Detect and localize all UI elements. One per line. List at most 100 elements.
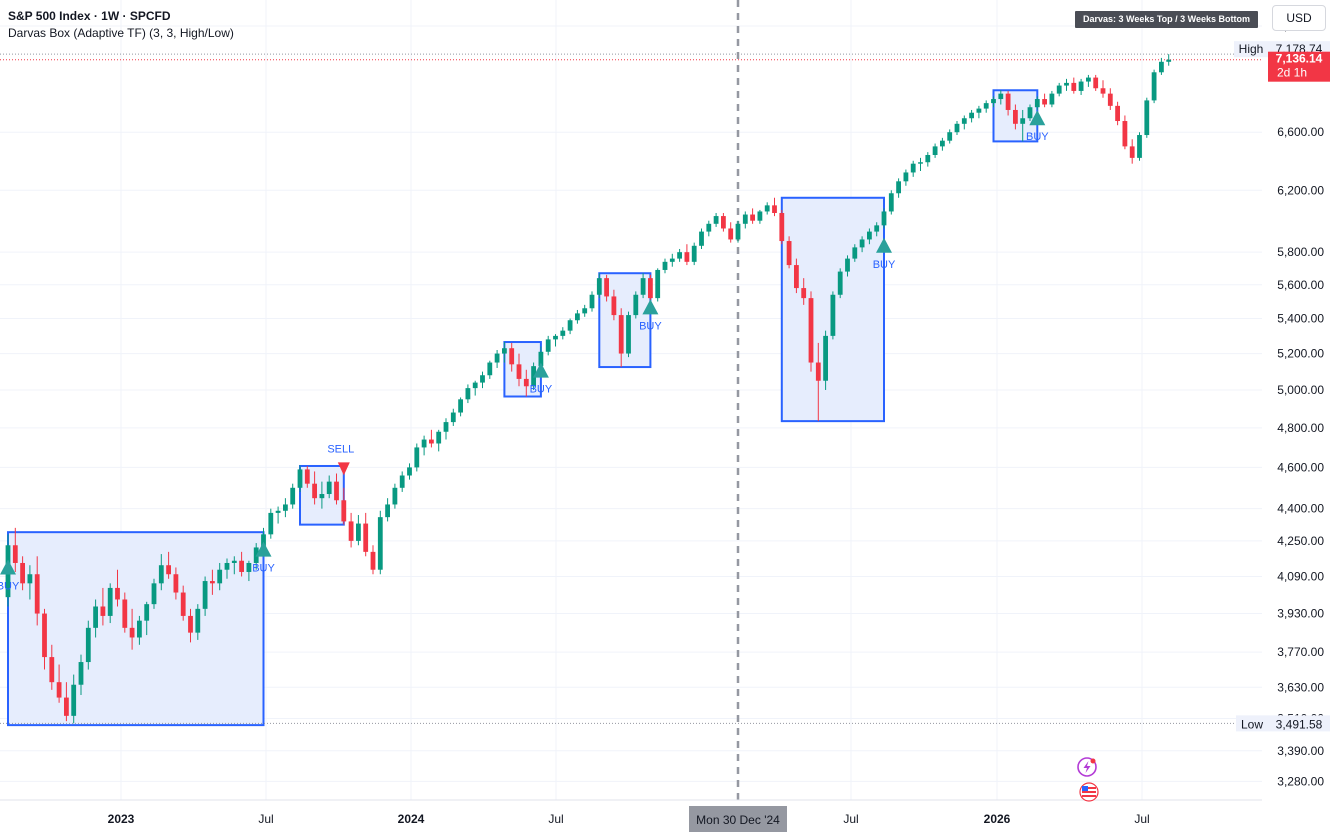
candle-body	[852, 247, 858, 259]
candle-body	[794, 265, 799, 289]
candle-body	[823, 335, 828, 381]
sell-marker	[337, 462, 350, 476]
candle-body	[341, 500, 347, 522]
candle-body	[575, 313, 580, 321]
price-tick-label: 4,600.00	[1277, 460, 1324, 474]
candle-body	[596, 278, 602, 295]
price-tick-label: 6,600.00	[1277, 125, 1324, 139]
bar-countdown: 2d 1h	[1277, 66, 1307, 80]
candle-body	[874, 225, 880, 232]
price-tick-label: 4,090.00	[1277, 570, 1324, 584]
candle-body	[261, 534, 266, 548]
crosshair-date: Mon 30 Dec '24	[696, 813, 780, 827]
price-tick-label: 3,390.00	[1277, 744, 1324, 758]
candle-body	[290, 487, 296, 505]
candle-body	[545, 339, 551, 352]
candle-body	[436, 431, 442, 444]
candle-body	[42, 613, 47, 658]
candle-body	[1129, 146, 1135, 158]
candle-body	[961, 118, 967, 124]
candle-body	[275, 510, 281, 513]
time-axis-panel[interactable]	[0, 800, 1262, 833]
candle-body	[918, 162, 923, 164]
candle-body	[589, 294, 595, 309]
buy-label: BUY	[1026, 131, 1049, 143]
candle-body	[195, 608, 201, 633]
price-tick-label: 4,400.00	[1277, 502, 1324, 516]
candle-body	[71, 684, 77, 716]
candle-body	[677, 252, 682, 259]
candle-body	[202, 581, 208, 609]
candle-body	[735, 223, 741, 240]
lightning-icon[interactable]	[1077, 757, 1097, 777]
candle-body	[845, 258, 850, 272]
candle-body	[166, 565, 171, 575]
candle-body	[224, 562, 230, 570]
candle-body	[414, 447, 420, 468]
indicator-legend[interactable]: Darvas Box (Adaptive TF) (3, 3, High/Low…	[8, 26, 234, 40]
candle-body	[626, 315, 631, 354]
candle-body	[538, 351, 544, 367]
signals: BUY BUY SELL BUY BUY BUY BUY	[0, 110, 1049, 592]
buy-label: BUY	[873, 259, 896, 271]
candle-body	[633, 294, 639, 316]
candle-body	[334, 481, 339, 501]
price-tick-label: 6,200.00	[1277, 183, 1324, 197]
candle-body	[772, 205, 777, 213]
chart-title[interactable]: S&P 500 Index · 1W · SPCFD	[8, 9, 171, 23]
last-price-tag: 7,136.14 2d 1h	[1268, 51, 1330, 82]
candle-body	[20, 562, 25, 584]
candle-body	[231, 560, 237, 563]
candle-body	[217, 569, 223, 584]
candle-body	[377, 517, 383, 570]
candle-body	[859, 239, 865, 248]
candle-body	[173, 574, 179, 593]
time-tick-label: 2026	[984, 812, 1011, 826]
candle-body	[750, 214, 755, 221]
candle-body	[1122, 121, 1128, 147]
candle-body	[1005, 93, 1011, 110]
price-tick-label: 3,280.00	[1277, 774, 1324, 788]
time-tick-label: 2024	[398, 812, 425, 826]
low-value: 3,491.58	[1276, 717, 1323, 731]
candle-body	[655, 269, 661, 299]
price-tick-label: 5,600.00	[1277, 278, 1324, 292]
candle-body	[1144, 100, 1150, 136]
buy-marker	[1029, 110, 1046, 126]
candle-body	[567, 320, 573, 331]
candle-body	[1020, 118, 1026, 124]
last-price-value: 7,136.14	[1276, 52, 1323, 66]
candle-body	[151, 583, 157, 605]
candle-body	[363, 523, 369, 552]
currency-button[interactable]: USD	[1272, 5, 1326, 31]
price-axis-panel[interactable]	[1262, 0, 1334, 800]
candle-body	[925, 154, 931, 163]
price-tick-label: 4,800.00	[1277, 421, 1324, 435]
candle-body	[1093, 77, 1099, 89]
candle-body	[1013, 109, 1018, 124]
candle-body	[356, 523, 361, 541]
candle-body	[998, 93, 1004, 100]
time-tick-label: Jul	[1134, 812, 1149, 826]
us-flag-icon[interactable]	[1079, 782, 1099, 802]
candle-body	[582, 308, 588, 314]
price-tick-label: 3,630.00	[1277, 680, 1324, 694]
candle-body	[764, 205, 770, 212]
price-tick-label: 5,400.00	[1277, 312, 1324, 326]
candle-body	[713, 216, 719, 224]
candle-body	[888, 193, 894, 212]
candle-body	[129, 627, 135, 638]
candle-body	[969, 112, 974, 119]
candle-body	[531, 366, 536, 387]
candle-body	[1049, 93, 1055, 105]
buy-marker	[642, 299, 659, 315]
candle-body	[1107, 93, 1113, 106]
candle-body	[429, 439, 434, 444]
candle-body	[611, 296, 617, 316]
candle-body	[268, 512, 274, 535]
candle-body	[180, 592, 186, 616]
candle-body	[618, 315, 624, 354]
candle-body	[122, 599, 128, 628]
candle-body	[421, 439, 427, 448]
